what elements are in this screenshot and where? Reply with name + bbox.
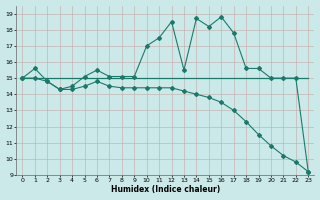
X-axis label: Humidex (Indice chaleur): Humidex (Indice chaleur) [111, 185, 220, 194]
